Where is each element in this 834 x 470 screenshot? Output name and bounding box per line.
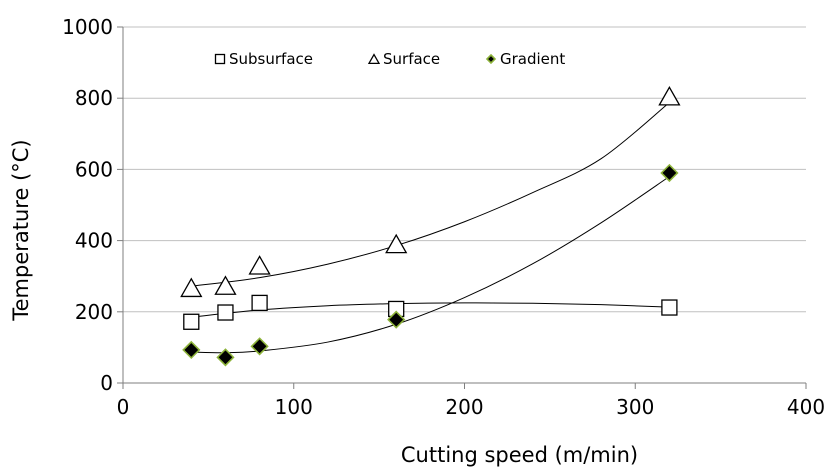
marker-diamond [250,337,269,356]
data-markers [180,85,681,367]
marker-square [661,299,678,316]
y-tick-label: 1000 [62,15,113,39]
trend-lines [191,102,670,354]
marker-diamond [660,163,679,183]
legend-item: Subsurface [214,50,313,68]
y-tick-label: 200 [75,300,113,324]
x-tick-label: 400 [787,395,825,419]
legend-item: Gradient [485,50,565,68]
marker-triangle [214,275,237,295]
y-tick-label: 400 [75,229,113,253]
legend-label: Subsurface [229,50,313,68]
marker-diamond [387,310,406,329]
marker-diamond [182,340,201,360]
legend-label: Surface [383,50,440,68]
grid [123,26,806,313]
marker-triangle [180,277,203,298]
marker-triangle [385,233,408,254]
marker-square [214,53,226,65]
legend-item: Surface [367,50,440,68]
axes [117,26,807,389]
x-tick-label: 200 [445,395,483,419]
marker-triangle [658,85,681,106]
marker-triangle [248,255,271,275]
marker-diamond [485,53,497,65]
marker-square [183,313,200,330]
y-axis-title: Temperature (°C) [9,139,33,321]
x-tick-label: 100 [275,395,313,419]
x-axis-title: Cutting speed (m/min) [401,443,638,467]
marker-triangle [367,53,381,64]
x-tick-label: 0 [117,395,130,419]
y-tick-label: 0 [100,371,113,395]
legend: Subsurface Surface Gradient [214,50,565,68]
trendline-surface [191,102,670,287]
marker-square [217,304,234,321]
marker-diamond [216,348,235,367]
legend-label: Gradient [500,50,565,68]
marker-square [251,294,268,312]
y-tick-label: 800 [75,86,113,110]
y-tick-label: 600 [75,157,113,181]
x-tick-label: 300 [616,395,654,419]
tick-labels: 0 200 400 600 800 1000 0 100 200 300 400 [62,15,825,419]
